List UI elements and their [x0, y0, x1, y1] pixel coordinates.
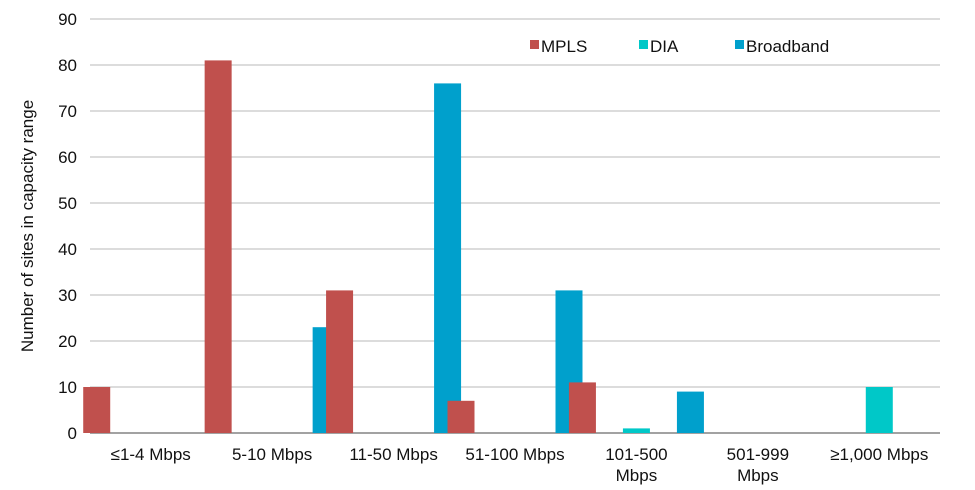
- bar-mpls-3: [447, 400, 475, 433]
- y-tick-label: 70: [58, 102, 77, 121]
- bar-mpls-0: [83, 387, 111, 433]
- x-axis-ticks: ≤1-4 Mbps 5-10 Mbps 11-50 Mbps 51-100 Mbps 1…: [111, 445, 929, 485]
- y-tick-label: 40: [58, 240, 77, 259]
- x-tick-label: 101-500 Mbps: [605, 445, 667, 485]
- legend-swatch-mpls: [530, 40, 539, 49]
- bar-mpls-4: [568, 382, 596, 433]
- y-tick-label: 90: [58, 10, 77, 29]
- y-tick-label: 60: [58, 148, 77, 167]
- y-tick-label: 80: [58, 56, 77, 75]
- y-tick-label: 30: [58, 286, 77, 305]
- bar-dia-4: [622, 428, 650, 433]
- x-tick-label: 51-100 Mbps: [465, 445, 564, 464]
- y-tick-label: 0: [68, 424, 77, 443]
- y-tick-label: 10: [58, 378, 77, 397]
- x-tick-label: 11-50 Mbps: [349, 445, 438, 464]
- y-axis-ticks: 0 10 20 30 40 50 60 70 80 90: [58, 10, 77, 443]
- legend-label-dia: DIA: [650, 37, 679, 56]
- legend: MPLS DIA Broadband: [530, 37, 829, 56]
- x-tick-label: 501-999 Mbps: [727, 445, 789, 485]
- legend-label-broadband: Broadband: [746, 37, 829, 56]
- gridlines: [90, 18, 940, 434]
- x-tick-label: ≥1,000 Mbps: [830, 445, 928, 464]
- y-axis-title: Number of sites in capacity range: [18, 100, 37, 352]
- bar-dia-6: [865, 387, 893, 433]
- y-tick-label: 20: [58, 332, 77, 351]
- legend-swatch-dia: [639, 40, 648, 49]
- bar-broadband-2: [434, 83, 462, 434]
- x-tick-label: 5-10 Mbps: [232, 445, 312, 464]
- bar-mpls-2: [326, 290, 354, 433]
- bar-broadband-4: [676, 391, 704, 433]
- x-tick-label: ≤1-4 Mbps: [111, 445, 191, 464]
- y-tick-label: 50: [58, 194, 77, 213]
- bars: [83, 60, 893, 434]
- bar-mpls-1: [204, 60, 232, 434]
- legend-swatch-broadband: [735, 40, 744, 49]
- legend-label-mpls: MPLS: [541, 37, 587, 56]
